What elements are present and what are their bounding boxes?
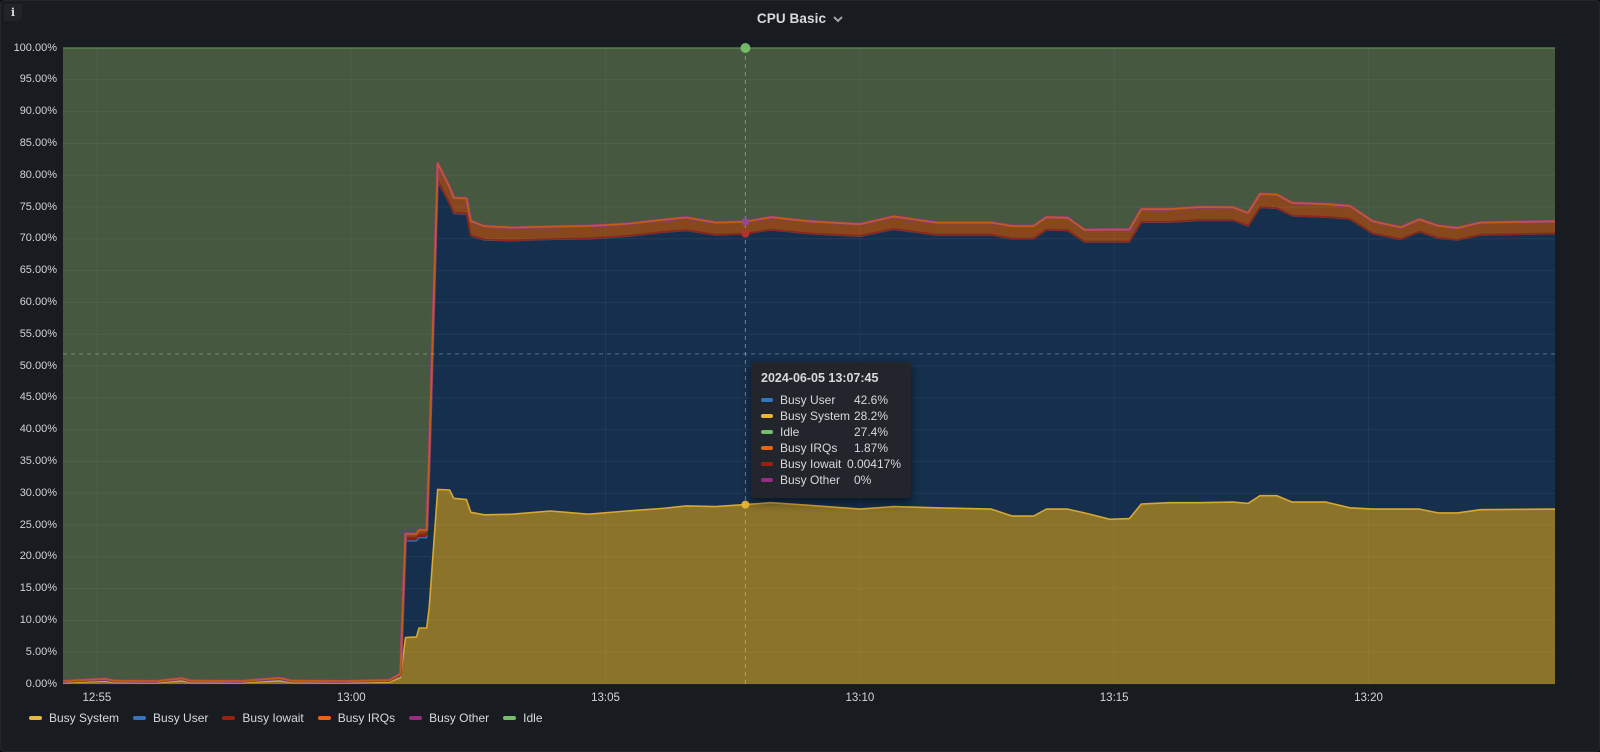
legend-label: Busy System — [49, 711, 120, 725]
x-axis-label: 13:10 — [845, 692, 875, 704]
legend-swatch — [29, 716, 42, 720]
crosshair-point — [741, 217, 750, 226]
y-axis-label: 65.00% — [19, 264, 57, 277]
tooltip-row-busy-irqs: Busy IRQs 1.87% — [761, 440, 901, 456]
tooltip-series-value: 1.87% — [854, 441, 889, 455]
legend: Busy System Busy User Busy Iowait Busy IRQs… — [29, 711, 543, 725]
tooltip-series-value: 28.2% — [854, 409, 889, 423]
y-axis-label: 70.00% — [19, 232, 57, 245]
tooltip-series-label: Busy User — [780, 393, 836, 407]
legend-item-idle[interactable]: Idle — [503, 711, 543, 725]
legend-label: Busy Other — [429, 711, 490, 725]
legend-item-busy-user[interactable]: Busy User — [133, 711, 208, 725]
panel-title: CPU Basic — [756, 10, 827, 26]
legend-item-busy-other[interactable]: Busy Other — [409, 711, 489, 725]
legend-label: Busy Iowait — [242, 711, 304, 725]
tooltip-row-busy-user: Busy User 42.6% — [761, 392, 901, 408]
panel-header[interactable]: CPU Basic — [1, 1, 1599, 35]
tooltip-swatch — [761, 430, 773, 434]
tooltip-series-value: 0.00417% — [846, 457, 901, 471]
legend-swatch — [317, 716, 331, 720]
y-axis-label: 100.00% — [13, 41, 57, 54]
tooltip-swatch — [761, 414, 773, 418]
legend-label: Idle — [523, 711, 543, 725]
y-axis-label: 55.00% — [19, 327, 57, 340]
y-axis-label: 50.00% — [19, 359, 57, 372]
tooltip-row-busy-system: Busy System 28.2% — [761, 408, 901, 424]
x-axis-label: 13:20 — [1354, 692, 1383, 704]
tooltip-series-value: 0% — [854, 473, 872, 487]
panel-info-icon[interactable]: i — [4, 4, 22, 21]
y-axis-label: 15.00% — [19, 582, 57, 595]
y-axis-label: 35.00% — [19, 454, 57, 467]
tooltip-rows: Busy User 42.6% Busy System 28.2% Idle 27.4% B… — [761, 392, 901, 488]
crosshair-point — [741, 500, 750, 509]
tooltip-swatch — [761, 462, 773, 466]
legend-item-busy-iowait[interactable]: Busy Iowait — [222, 711, 304, 725]
legend-item-busy-irqs[interactable]: Busy IRQs — [317, 711, 396, 725]
y-axis-label: 80.00% — [19, 168, 57, 181]
tooltip-timestamp: 2024-06-05 13:07:45 — [761, 371, 879, 385]
tooltip-swatch — [761, 398, 773, 402]
legend-swatch — [133, 716, 147, 720]
x-axis-label: 12:55 — [82, 692, 112, 704]
y-axis-label: 20.00% — [19, 550, 57, 563]
legend-label: Busy User — [153, 711, 209, 725]
y-axis-label: 95.00% — [19, 73, 57, 86]
y-axis-label: 75.00% — [19, 200, 57, 213]
chevron-down-icon — [833, 16, 843, 23]
x-axis-label: 13:05 — [591, 692, 620, 704]
y-axis-label: 85.00% — [19, 136, 57, 149]
y-axis-label: 5.00% — [25, 645, 57, 658]
tooltip-row-idle: Idle 27.4% — [761, 424, 901, 440]
y-axis-label: 0.00% — [25, 677, 57, 690]
tooltip-series-label: Busy System — [780, 409, 851, 423]
y-axis-label: 60.00% — [19, 295, 57, 308]
y-axis-label: 10.00% — [19, 613, 57, 626]
tooltip-series-label: Busy Other — [780, 473, 841, 487]
tooltip-row-busy-iowait: Busy Iowait 0.00417% — [761, 456, 901, 472]
tooltip-series-value: 42.6% — [854, 393, 889, 407]
y-axis-label: 25.00% — [19, 518, 57, 531]
y-axis-label: 45.00% — [19, 391, 57, 404]
crosshair-point — [740, 43, 751, 53]
legend-item-busy-system[interactable]: Busy System — [29, 711, 119, 725]
tooltip-series-label: Idle — [780, 425, 800, 439]
legend-swatch — [503, 716, 517, 720]
tooltip-series-value: 27.4% — [854, 425, 889, 439]
crosshair-point — [741, 229, 750, 238]
legend-swatch — [409, 716, 423, 720]
x-axis-label: 13:15 — [1099, 692, 1129, 704]
tooltip-swatch — [761, 478, 773, 482]
y-axis-label: 40.00% — [19, 423, 57, 436]
y-axis-label: 30.00% — [19, 486, 57, 499]
tooltip-row-busy-other: Busy Other 0% — [761, 472, 901, 488]
legend-label: Busy IRQs — [337, 711, 396, 725]
tooltip-series-label: Busy Iowait — [780, 457, 842, 471]
tooltip-series-label: Busy IRQs — [780, 441, 838, 455]
tooltip-swatch — [761, 446, 773, 450]
legend-swatch — [222, 716, 236, 720]
chart-tooltip: 2024-06-05 13:07:45 Busy User 42.6% Busy S… — [751, 362, 911, 498]
x-axis-label: 13:00 — [336, 692, 366, 704]
y-axis-label: 90.00% — [19, 105, 57, 118]
